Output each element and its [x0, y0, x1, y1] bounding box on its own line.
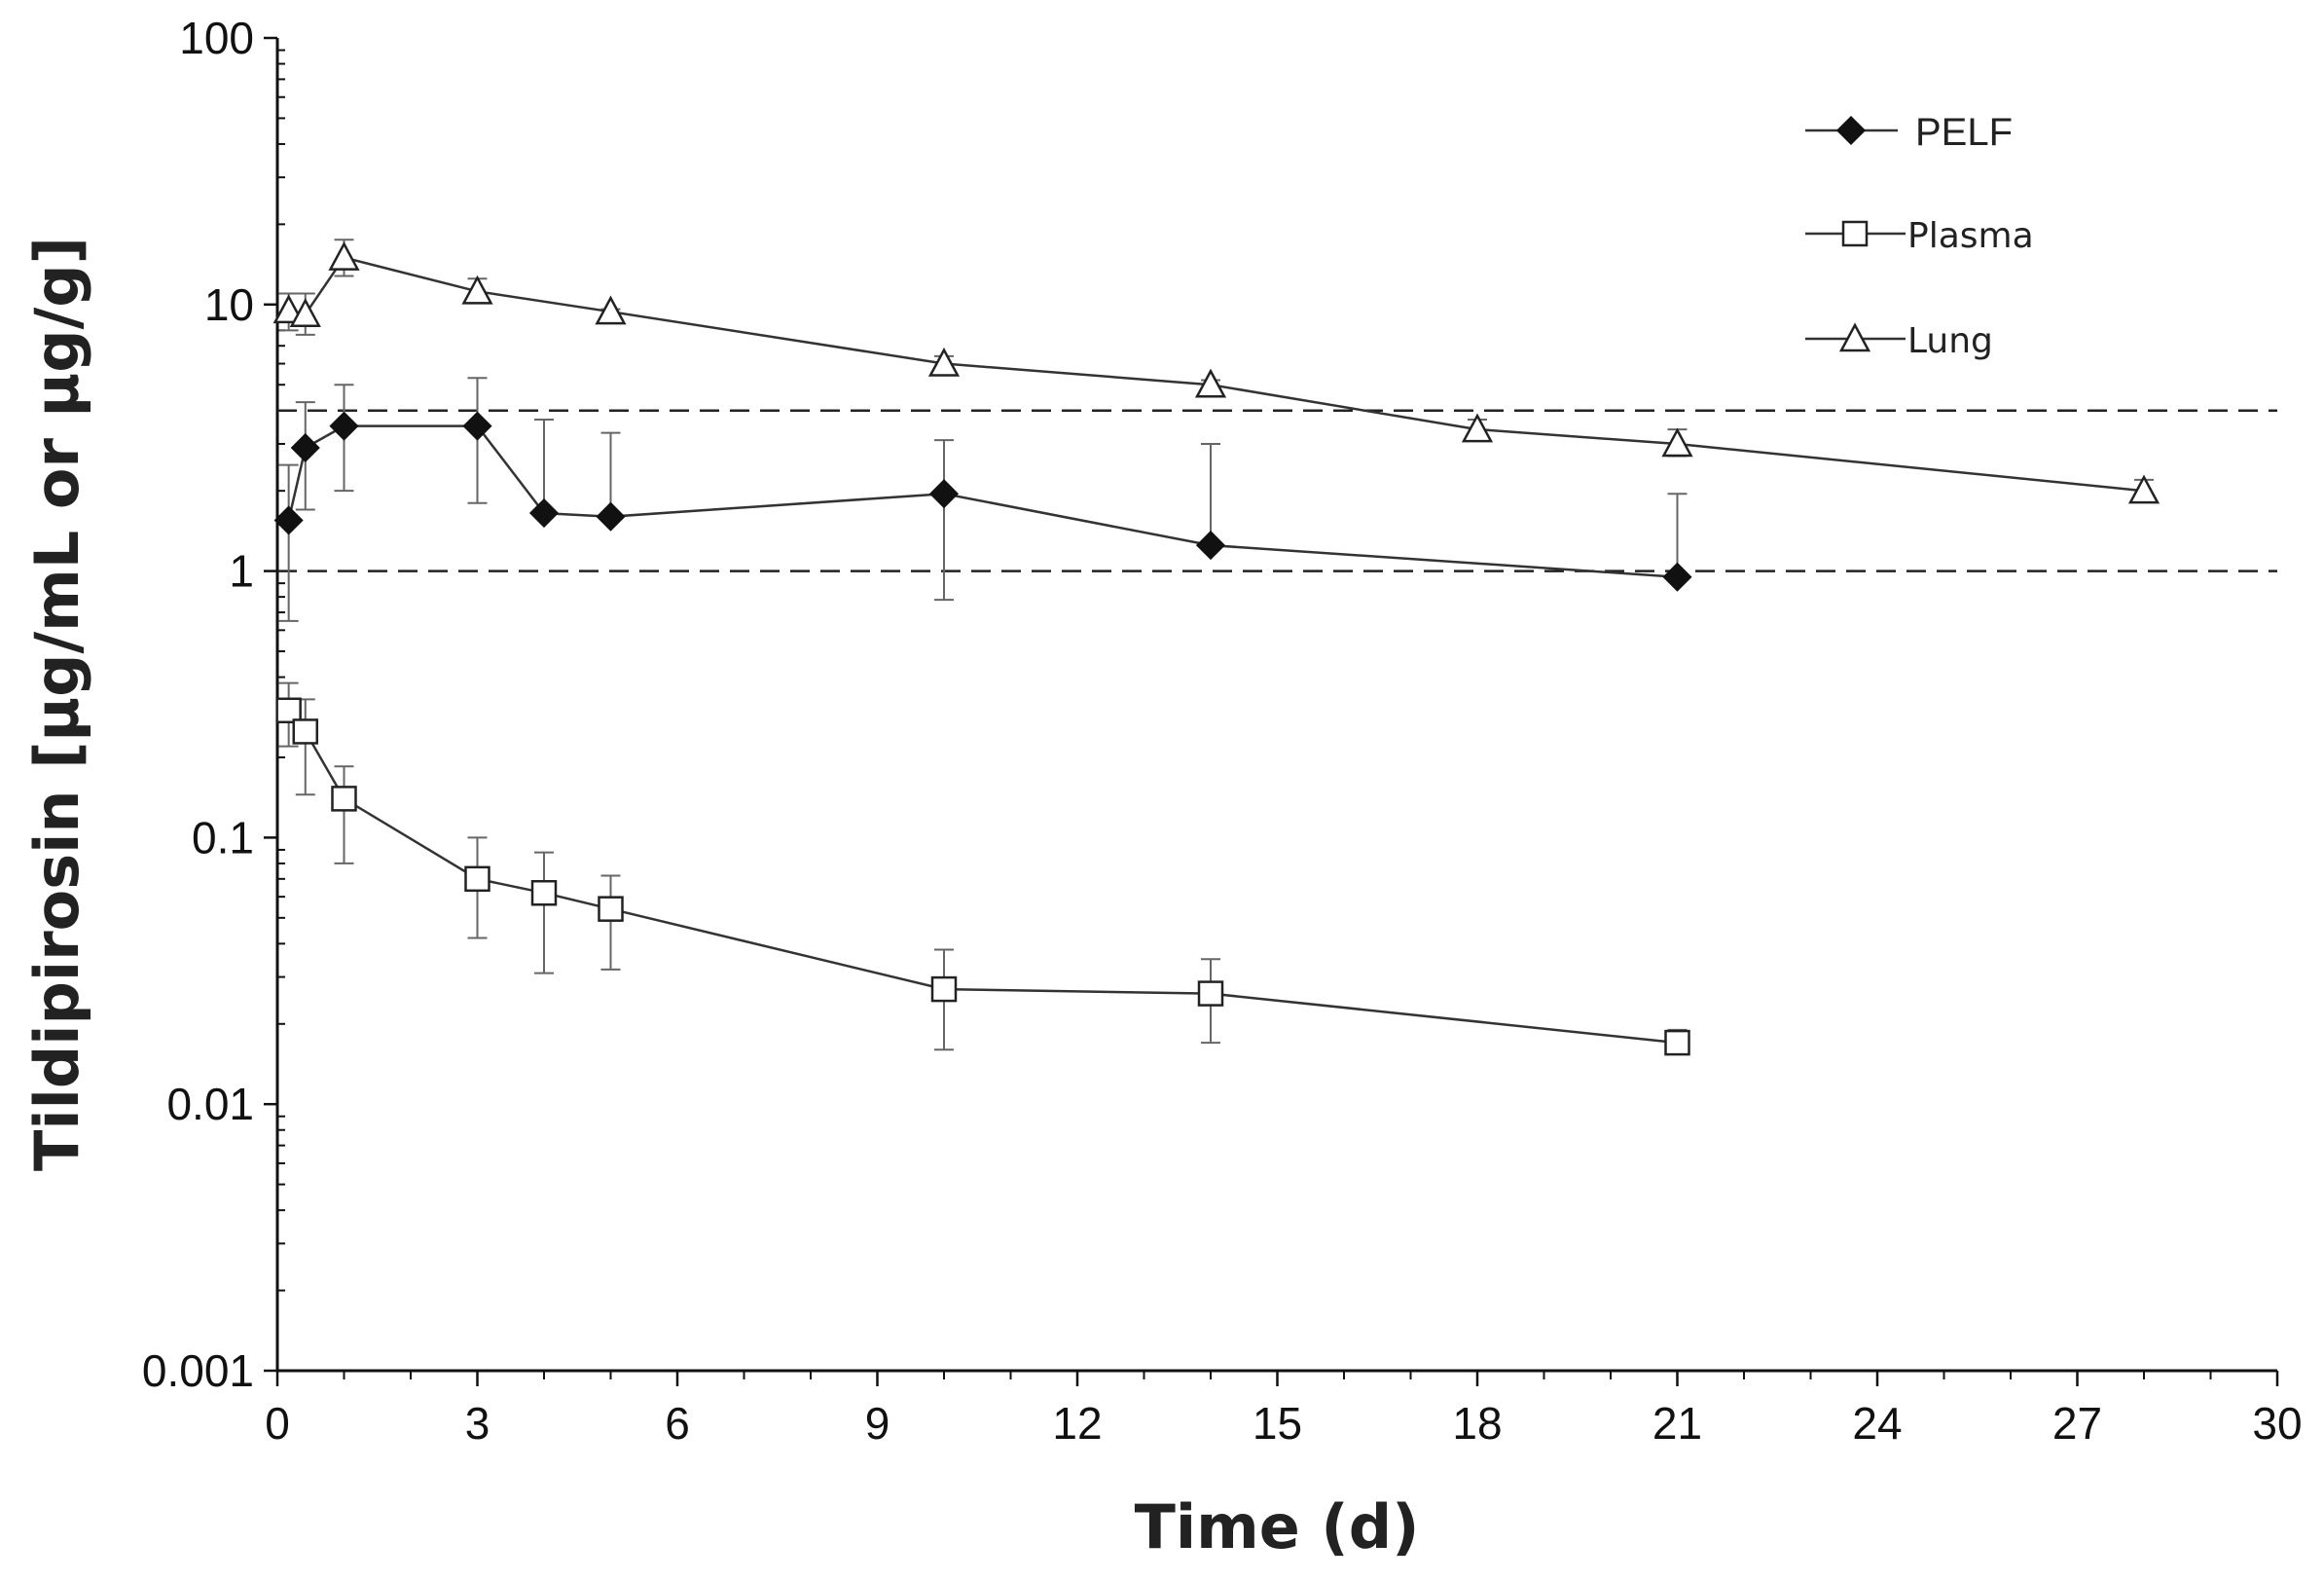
plasma-point: [464, 865, 490, 893]
lung-point: [927, 347, 961, 377]
legend-pelf-marker: [1835, 115, 1867, 146]
legend: PELF Plasma Lung: [1805, 111, 2034, 361]
plasma-point: [530, 879, 558, 906]
plasma-point: [1197, 980, 1224, 1007]
y-tick-label: 0.1: [192, 812, 254, 863]
reference-lines: [277, 409, 2277, 572]
x-tick-label: 24: [1852, 1398, 1902, 1449]
legend-lung-label: Lung: [1907, 321, 1993, 361]
x-tick-label: 6: [665, 1398, 690, 1449]
x-tick-label: 30: [2252, 1398, 2302, 1449]
y-tick-label: 0.001: [142, 1345, 254, 1396]
legend-pelf-label: PELF: [1915, 111, 2013, 154]
pelf-point: [1662, 562, 1692, 592]
y-tick-label: 0.01: [166, 1079, 254, 1129]
pelf-point: [273, 505, 304, 535]
minor-ticks: [277, 49, 2212, 1379]
lung-point: [289, 298, 321, 327]
x-axis-title: Time (d): [1135, 1491, 1420, 1562]
plasma-point: [292, 718, 319, 745]
lung-point: [1194, 368, 1227, 398]
y-tick-label: 1: [229, 546, 254, 597]
lung-point: [272, 294, 305, 324]
legend-plasma-marker: [1841, 220, 1869, 247]
pelf-point: [290, 432, 320, 463]
pelf-point: [928, 479, 960, 509]
plasma-line: [287, 710, 1678, 1045]
lung-point: [1661, 427, 1693, 458]
y-axis-title: Tildipirosin [µg/mL or µg/g]: [21, 237, 92, 1171]
x-tick-label: 3: [465, 1398, 490, 1449]
lung-point: [328, 240, 360, 271]
y-tick-label: 100: [179, 13, 254, 63]
plasma-point: [1664, 1029, 1690, 1056]
lung-point: [1461, 413, 1494, 443]
pelf-point: [329, 411, 359, 441]
plasma-point: [930, 975, 958, 1003]
plasma-point: [331, 786, 357, 812]
x-tick-label: 27: [2052, 1398, 2102, 1449]
legend-plasma-label: Plasma: [1907, 216, 2034, 256]
legend-item-pelf: PELF: [1805, 111, 2013, 154]
y-tick-label: 10: [204, 279, 254, 330]
legend-item-plasma: Plasma: [1805, 216, 2034, 256]
x-tick-label: 0: [265, 1398, 290, 1449]
plasma-point: [598, 896, 624, 922]
lung-point: [2127, 474, 2161, 504]
major-ticks: [264, 36, 2279, 1386]
lung-point: [461, 275, 493, 305]
pelf-line: [287, 424, 1678, 578]
series-pelf: [273, 377, 1692, 622]
lung-line: [288, 256, 2145, 493]
legend-lung-marker: [1838, 322, 1871, 352]
x-tick-label: 21: [1652, 1398, 1702, 1449]
x-tick-label: 12: [1052, 1398, 1102, 1449]
pelf-point: [528, 497, 560, 529]
x-tick-label: 15: [1253, 1398, 1302, 1449]
pelf-point: [1195, 531, 1226, 561]
series-lung: [272, 239, 2161, 504]
pelf-point: [462, 411, 492, 441]
x-tick-label: 18: [1452, 1398, 1502, 1449]
legend-item-lung: Lung: [1805, 321, 1993, 361]
series-layer: [272, 239, 2161, 1056]
x-tick-label: 9: [865, 1398, 890, 1449]
pelf-point: [596, 501, 626, 532]
lung-point: [595, 295, 627, 325]
series-plasma: [275, 681, 1690, 1056]
plasma-point: [275, 697, 302, 724]
